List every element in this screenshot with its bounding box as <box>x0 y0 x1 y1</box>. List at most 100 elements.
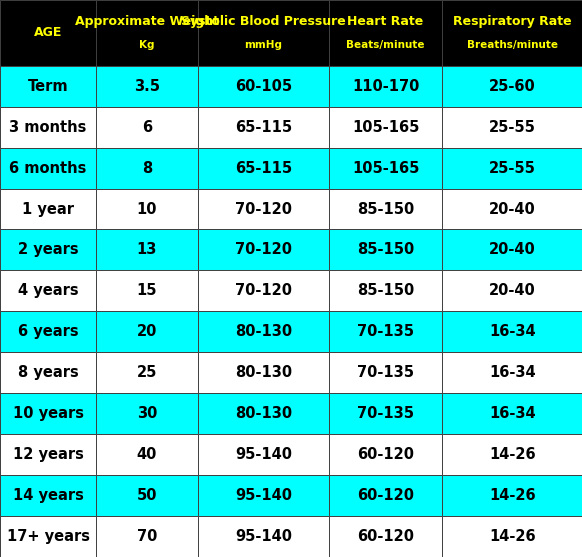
Text: 14 years: 14 years <box>13 488 83 503</box>
Text: 70-135: 70-135 <box>357 365 414 380</box>
Bar <box>329 148 442 188</box>
Text: 105-165: 105-165 <box>352 160 419 175</box>
Text: 60-105: 60-105 <box>235 79 292 94</box>
Bar <box>329 516 442 557</box>
Text: 50: 50 <box>137 488 157 503</box>
Bar <box>442 434 582 475</box>
Text: 16-34: 16-34 <box>489 324 535 339</box>
Bar <box>198 311 329 352</box>
Text: 25-55: 25-55 <box>489 160 535 175</box>
Bar <box>96 311 198 352</box>
Text: Breaths/minute: Breaths/minute <box>467 40 558 50</box>
Bar <box>329 393 442 434</box>
Bar <box>96 107 198 148</box>
Bar <box>0 0 96 66</box>
Text: Approximate Weight: Approximate Weight <box>75 14 219 27</box>
Text: 8: 8 <box>142 160 152 175</box>
Bar <box>329 270 442 311</box>
Text: 70-120: 70-120 <box>235 242 292 257</box>
Bar <box>329 188 442 229</box>
Text: 65-115: 65-115 <box>235 160 292 175</box>
Bar <box>442 516 582 557</box>
Bar <box>0 148 96 188</box>
Bar <box>0 516 96 557</box>
Text: 8 years: 8 years <box>17 365 79 380</box>
Bar <box>442 311 582 352</box>
Text: 20-40: 20-40 <box>489 242 535 257</box>
Text: 12 years: 12 years <box>13 447 83 462</box>
Text: 110-170: 110-170 <box>352 79 419 94</box>
Text: 70-120: 70-120 <box>235 202 292 217</box>
Bar <box>0 188 96 229</box>
Bar <box>198 0 329 66</box>
Bar <box>329 107 442 148</box>
Text: Term: Term <box>28 79 68 94</box>
Text: 70: 70 <box>137 529 157 544</box>
Text: 70-120: 70-120 <box>235 284 292 299</box>
Text: 10 years: 10 years <box>13 406 83 421</box>
Text: 25-55: 25-55 <box>489 120 535 135</box>
Text: 95-140: 95-140 <box>235 529 292 544</box>
Text: 14-26: 14-26 <box>489 447 535 462</box>
Bar <box>329 66 442 107</box>
Text: 85-150: 85-150 <box>357 202 414 217</box>
Text: 40: 40 <box>137 447 157 462</box>
Bar <box>442 475 582 516</box>
Bar <box>198 270 329 311</box>
Bar <box>0 311 96 352</box>
Bar <box>0 475 96 516</box>
Bar <box>198 148 329 188</box>
Text: 6 months: 6 months <box>9 160 87 175</box>
Bar <box>0 107 96 148</box>
Text: 25: 25 <box>137 365 157 380</box>
Text: 65-115: 65-115 <box>235 120 292 135</box>
Bar <box>96 66 198 107</box>
Bar <box>198 229 329 271</box>
Text: 60-120: 60-120 <box>357 488 414 503</box>
Bar <box>442 148 582 188</box>
Bar <box>198 393 329 434</box>
Text: 95-140: 95-140 <box>235 488 292 503</box>
Text: Beats/minute: Beats/minute <box>346 40 425 50</box>
Text: 14-26: 14-26 <box>489 488 535 503</box>
Text: 70-135: 70-135 <box>357 406 414 421</box>
Text: Heart Rate: Heart Rate <box>347 14 424 27</box>
Bar <box>0 66 96 107</box>
Bar <box>442 188 582 229</box>
Text: 6 years: 6 years <box>17 324 79 339</box>
Bar <box>329 475 442 516</box>
Bar <box>96 434 198 475</box>
Bar <box>198 188 329 229</box>
Text: 10: 10 <box>137 202 157 217</box>
Bar <box>329 434 442 475</box>
Text: 20-40: 20-40 <box>489 202 535 217</box>
Bar <box>0 352 96 393</box>
Bar <box>0 393 96 434</box>
Bar <box>329 229 442 271</box>
Bar <box>96 352 198 393</box>
Bar <box>198 352 329 393</box>
Bar <box>96 229 198 271</box>
Text: 85-150: 85-150 <box>357 242 414 257</box>
Text: Systolic Blood Pressure: Systolic Blood Pressure <box>181 14 346 27</box>
Text: 70-135: 70-135 <box>357 324 414 339</box>
Bar <box>442 352 582 393</box>
Text: Respiratory Rate: Respiratory Rate <box>453 14 572 27</box>
Bar <box>198 66 329 107</box>
Text: 16-34: 16-34 <box>489 406 535 421</box>
Text: 15: 15 <box>137 284 157 299</box>
Bar <box>442 229 582 271</box>
Text: 85-150: 85-150 <box>357 284 414 299</box>
Text: 20: 20 <box>137 324 157 339</box>
Bar <box>96 148 198 188</box>
Text: 80-130: 80-130 <box>235 365 292 380</box>
Bar <box>96 188 198 229</box>
Bar <box>96 0 198 66</box>
Text: Kg: Kg <box>139 40 155 50</box>
Bar <box>442 107 582 148</box>
Text: 80-130: 80-130 <box>235 324 292 339</box>
Bar <box>442 270 582 311</box>
Bar <box>198 434 329 475</box>
Bar <box>0 229 96 271</box>
Bar <box>198 107 329 148</box>
